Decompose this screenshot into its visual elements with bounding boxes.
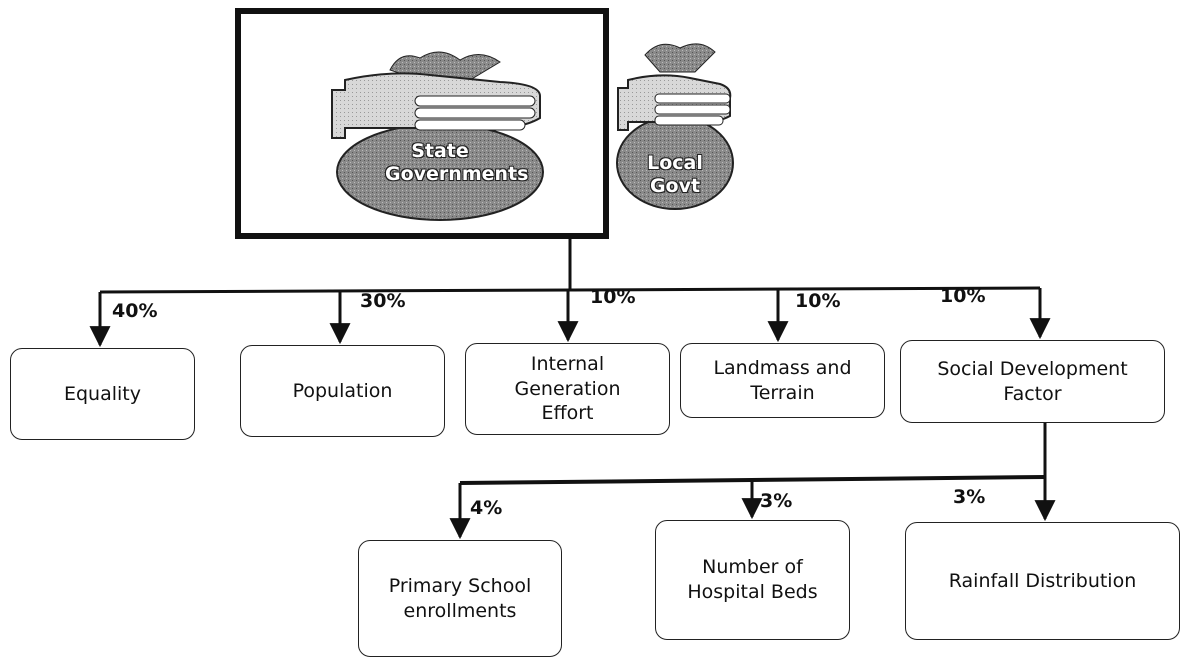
bag-label: State Governments bbox=[385, 140, 495, 186]
share-label: 3% bbox=[760, 490, 792, 512]
factor-box: Social Development Factor bbox=[900, 340, 1165, 423]
factor-box: Internal Generation Effort bbox=[465, 343, 670, 435]
sub-factor-box: Number of Hospital Beds bbox=[655, 520, 850, 640]
bag-label: Local Govt bbox=[620, 152, 730, 198]
page: {"header": {"bags": ["State Governments"… bbox=[0, 0, 1184, 659]
share-label: 40% bbox=[112, 300, 157, 322]
factor-box: Population bbox=[240, 345, 445, 437]
factor-box: Equality bbox=[10, 348, 195, 440]
factor-box: Landmass and Terrain bbox=[680, 343, 885, 418]
share-label: 10% bbox=[940, 285, 985, 307]
sub-factor-box: Rainfall Distribution bbox=[905, 522, 1180, 640]
share-label: 3% bbox=[953, 486, 985, 508]
share-label: 30% bbox=[360, 290, 405, 312]
share-label: 4% bbox=[470, 497, 502, 519]
share-label: 10% bbox=[590, 286, 635, 308]
sub-factor-box: Primary School enrollments bbox=[358, 540, 562, 657]
share-label: 10% bbox=[795, 290, 840, 312]
